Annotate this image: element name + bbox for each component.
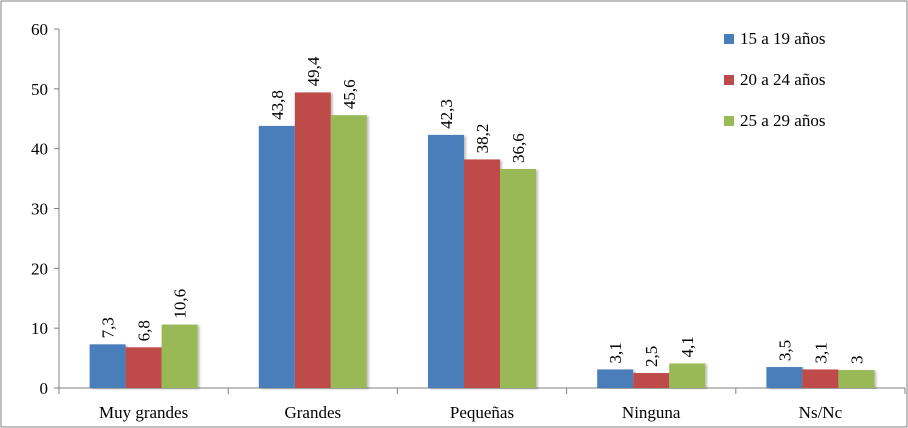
data-label: 4,1	[678, 336, 697, 357]
bar	[428, 134, 464, 388]
y-tick-label: 0	[40, 379, 49, 398]
x-tick-label: Pequeñas	[450, 403, 514, 422]
bar	[669, 363, 706, 388]
x-tick-label: Ninguna	[622, 403, 681, 422]
x-tick-label: Ns/Nc	[799, 403, 843, 422]
legend: 15 a 19 años 20 a 24 años 25 a 29 años	[724, 29, 825, 130]
legend-label: 20 a 24 años	[740, 70, 825, 89]
data-label: 3,1	[606, 342, 625, 363]
data-label: 49,4	[304, 56, 323, 86]
legend-label: 25 a 29 años	[740, 111, 825, 130]
value-labels-group: 7,3 43,8 42,3 3,1 3,5 6,8 49,4 38,2 2,5 3,1 10,6 45…	[99, 56, 867, 367]
data-label: 7,3	[99, 317, 118, 338]
x-tick-label: Muy grandes	[99, 403, 188, 422]
legend-label: 15 a 19 años	[740, 29, 825, 48]
legend-swatch	[724, 75, 734, 85]
bar	[838, 370, 875, 388]
bar	[330, 115, 367, 388]
y-axis: 0 10 20 30 40 50 60	[31, 20, 60, 398]
data-label: 45,6	[340, 79, 359, 109]
x-tick-label: Grandes	[284, 403, 341, 422]
y-tick-label: 20	[31, 259, 48, 278]
y-tick-label: 30	[31, 200, 48, 219]
bar	[125, 347, 162, 388]
y-tick-label: 40	[31, 140, 48, 159]
data-label: 36,6	[509, 133, 528, 163]
data-label: 38,2	[473, 124, 492, 154]
data-label: 2,5	[642, 346, 661, 367]
y-tick-label: 50	[31, 80, 48, 99]
data-label: 10,6	[171, 289, 190, 319]
data-label: 3	[847, 356, 866, 365]
data-label: 3,1	[811, 342, 830, 363]
bar	[500, 169, 536, 388]
data-label: 43,8	[268, 90, 287, 120]
y-tick-label: 60	[31, 20, 48, 39]
bar	[597, 369, 634, 388]
bars-group	[89, 92, 875, 389]
legend-swatch	[724, 34, 734, 44]
bar	[802, 369, 839, 388]
bar	[633, 373, 670, 388]
bar	[258, 125, 295, 389]
data-label: 3,5	[775, 340, 794, 361]
y-tick-label: 10	[31, 319, 48, 338]
bar	[89, 344, 126, 388]
data-label: 42,3	[437, 99, 456, 129]
bar	[294, 92, 331, 388]
bar	[161, 324, 198, 388]
data-label: 6,8	[135, 320, 154, 341]
bar	[766, 367, 803, 388]
legend-swatch	[724, 116, 734, 126]
bar	[464, 159, 500, 388]
